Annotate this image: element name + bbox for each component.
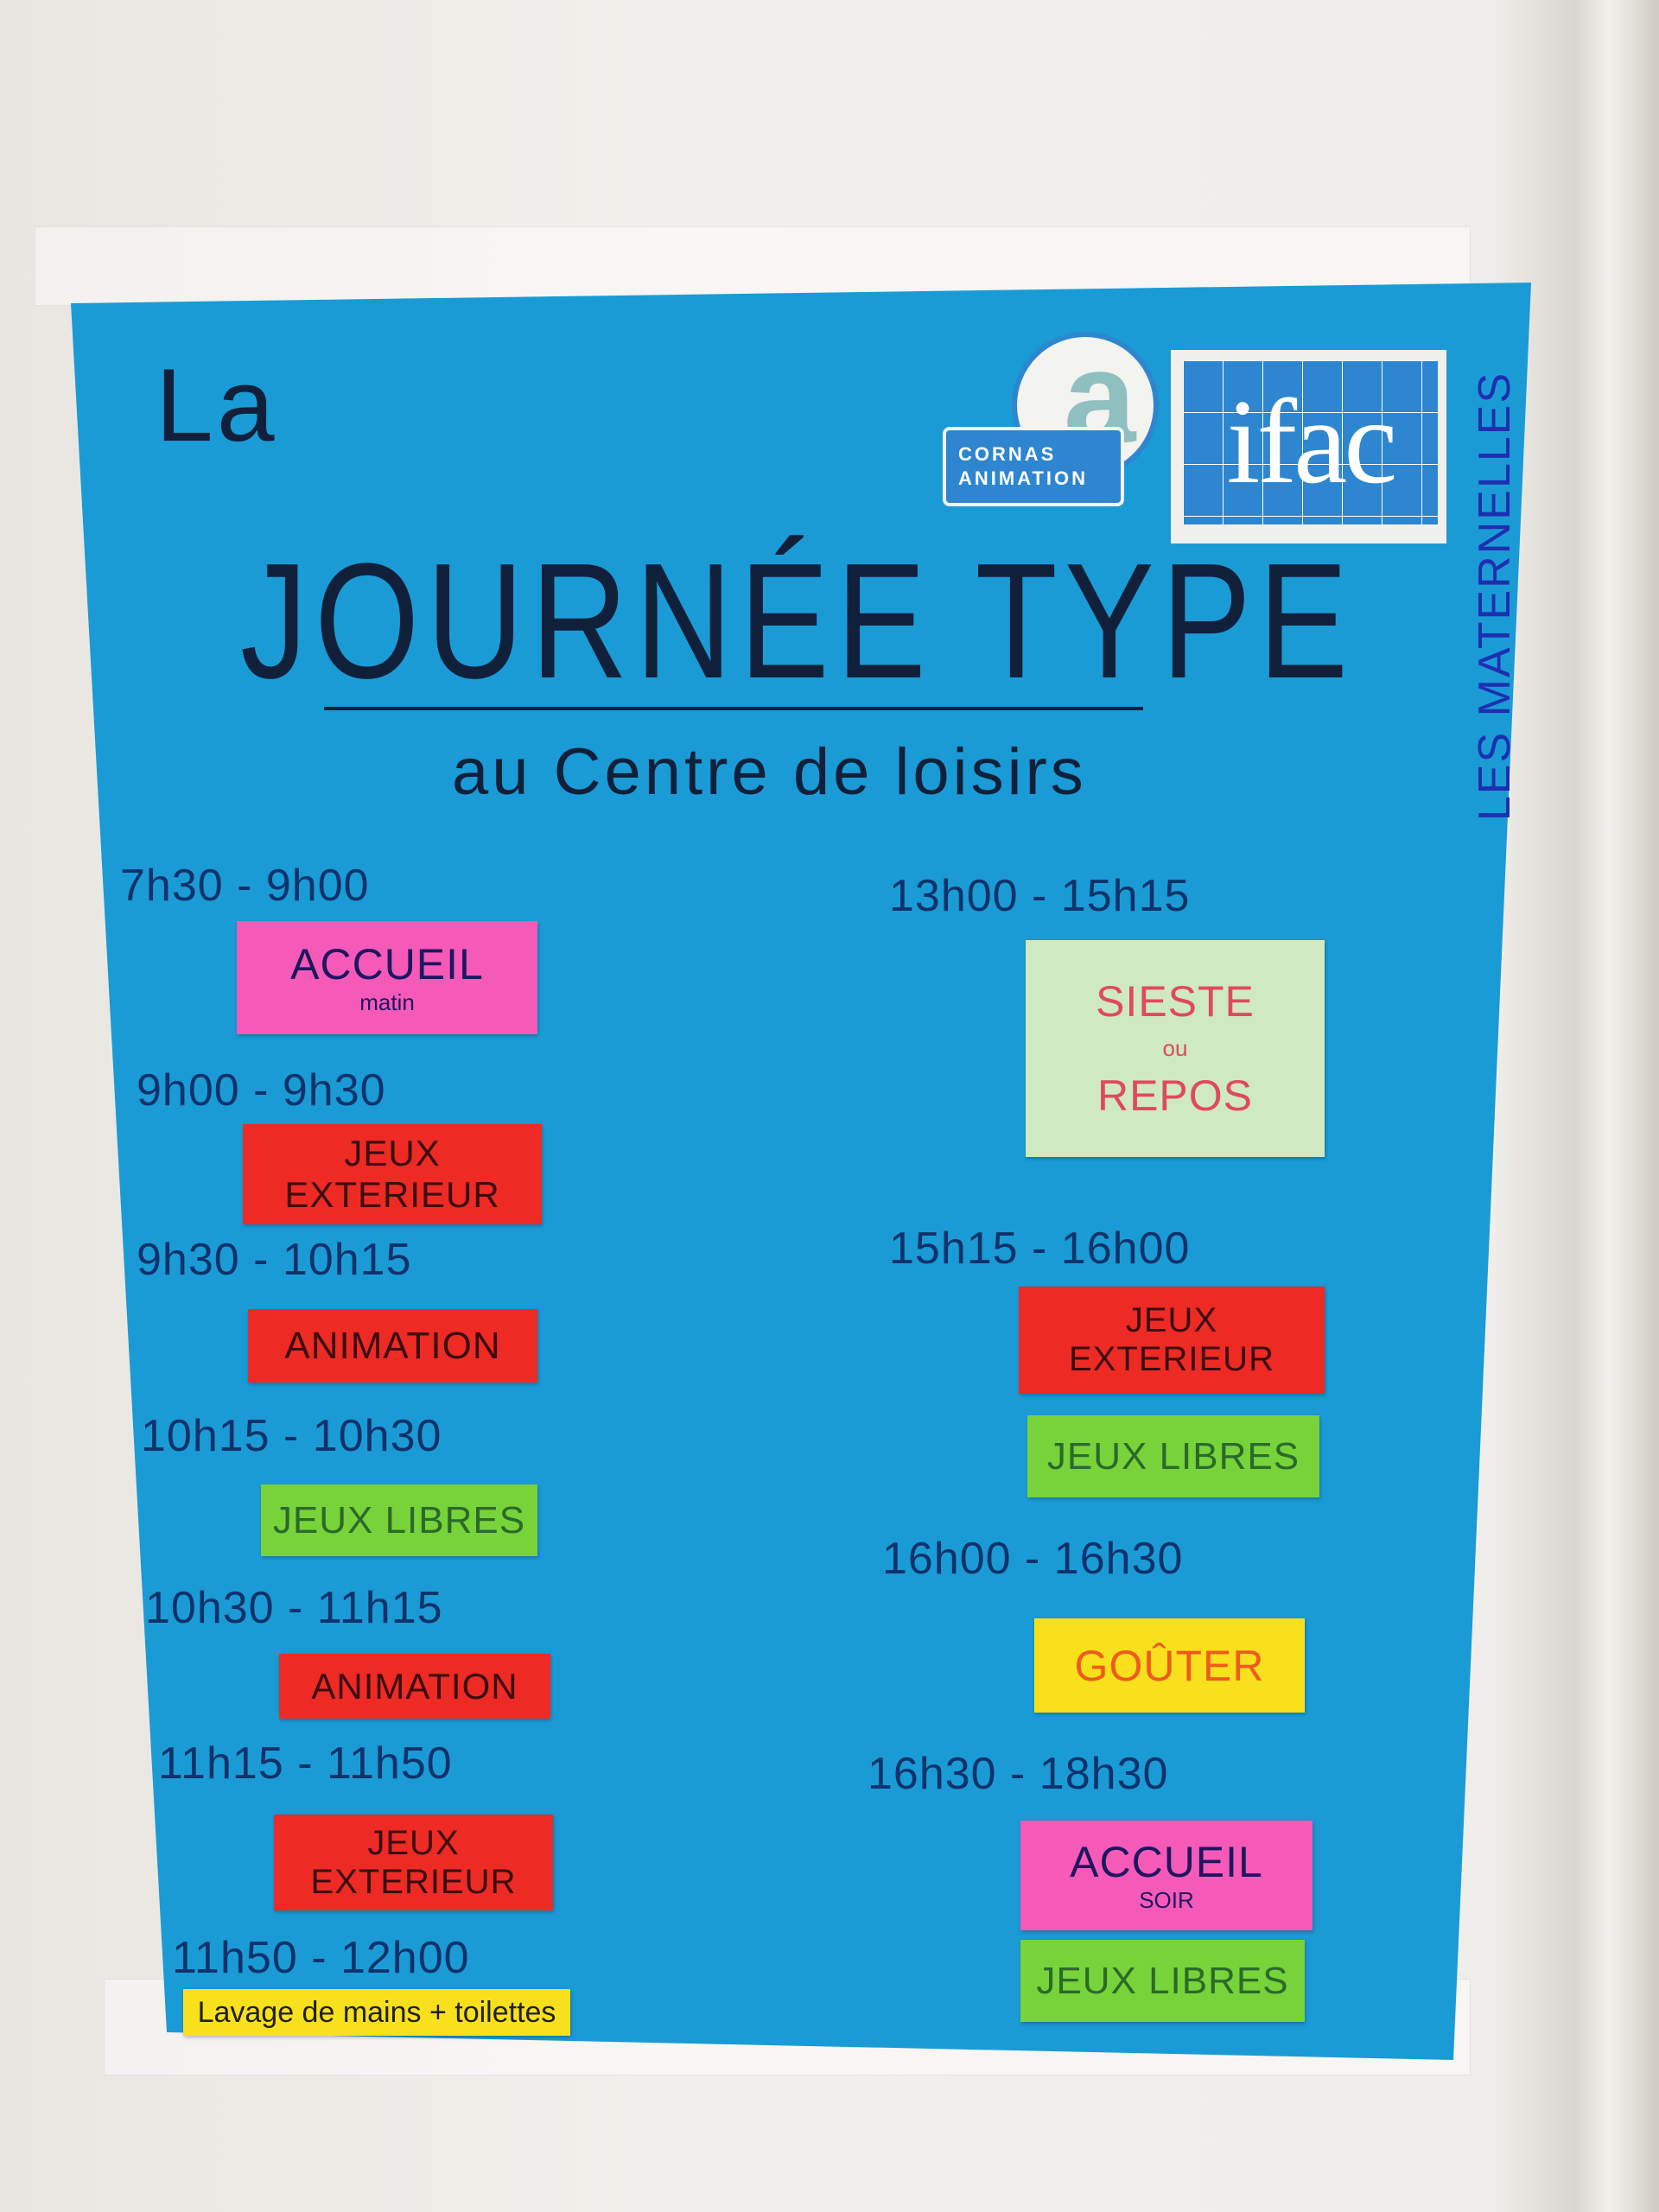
activity-label-2: REPOS [1096, 1071, 1254, 1120]
activity-note: ACCUEIL matin [237, 921, 537, 1034]
activity-note: ANIMATION [248, 1309, 537, 1382]
activity-label: JEUX LIBRES [1036, 1959, 1289, 2002]
ifac-logo: ifac [1171, 350, 1446, 543]
poster-title: JOURNÉE TYPE [240, 530, 1356, 713]
time-slot: 9h00 - 9h30 [137, 1065, 386, 1116]
ifac-logo-text: ifac [1183, 360, 1438, 524]
activity-detail: matin [359, 989, 415, 1015]
activity-label: JEUX EXTERIEUR [1069, 1301, 1274, 1378]
activity-note: JEUX EXTERIEUR [274, 1815, 553, 1910]
title-underline [324, 707, 1143, 710]
activity-note: JEUX EXTERIEUR [243, 1124, 542, 1224]
activity-note: ANIMATION [279, 1654, 550, 1719]
activity-label: Lavage de mains + toilettes [197, 1995, 556, 2029]
activity-note: JEUX LIBRES [1020, 1940, 1305, 2022]
activity-label: ANIMATION [284, 1324, 501, 1367]
activity-connector: ou [1162, 1035, 1188, 1061]
time-slot: 16h00 - 16h30 [882, 1534, 1184, 1584]
time-slot: 13h00 - 15h15 [889, 871, 1191, 921]
cornas-logo-line1: CORNAS [958, 443, 1057, 465]
title-prefix: La [156, 347, 278, 463]
activity-label: JEUX EXTERIEUR [310, 1823, 517, 1901]
side-label: LES MATERNELLES [1469, 372, 1521, 821]
activity-label: JEUX EXTERIEUR [284, 1133, 500, 1215]
time-slot: 11h15 - 11h50 [158, 1738, 453, 1789]
activity-label: JEUX LIBRES [272, 1498, 526, 1541]
activity-label: ACCUEIL [290, 940, 484, 988]
time-slot: 10h15 - 10h30 [141, 1411, 442, 1461]
activity-label: JEUX LIBRES [1046, 1434, 1300, 1478]
activity-note: JEUX LIBRES [261, 1484, 537, 1556]
activity-note: Lavage de mains + toilettes [183, 1989, 570, 2036]
side-label-text: LES MATERNELLES [1470, 371, 1521, 822]
time-slot: 10h30 - 11h15 [145, 1583, 443, 1633]
time-slot: 7h30 - 9h00 [120, 861, 370, 911]
activity-detail: soir [1139, 1887, 1194, 1913]
time-slot: 11h50 - 12h00 [172, 1933, 470, 1983]
time-slot: 9h30 - 10h15 [137, 1235, 412, 1285]
cornas-animation-logo: a CORNAS ANIMATION [943, 324, 1160, 508]
activity-note: GOÛTER [1034, 1618, 1305, 1713]
activity-label: ACCUEIL [1070, 1838, 1263, 1886]
activity-note: ACCUEIL soir [1020, 1821, 1313, 1930]
activity-label: ANIMATION [311, 1665, 518, 1707]
time-slot: 15h15 - 16h00 [889, 1224, 1191, 1274]
activity-label: SIESTE [1096, 977, 1255, 1026]
activity-note: JEUX LIBRES [1027, 1415, 1319, 1497]
time-slot: 16h30 - 18h30 [868, 1749, 1169, 1799]
activity-note: SIESTE ou REPOS [1026, 940, 1325, 1157]
cornas-logo-line2: ANIMATION [958, 467, 1089, 489]
activity-note: JEUX EXTERIEUR [1019, 1287, 1325, 1394]
poster-subtitle: au Centre de loisirs [452, 735, 1087, 809]
activity-label: GOÛTER [1074, 1641, 1265, 1690]
